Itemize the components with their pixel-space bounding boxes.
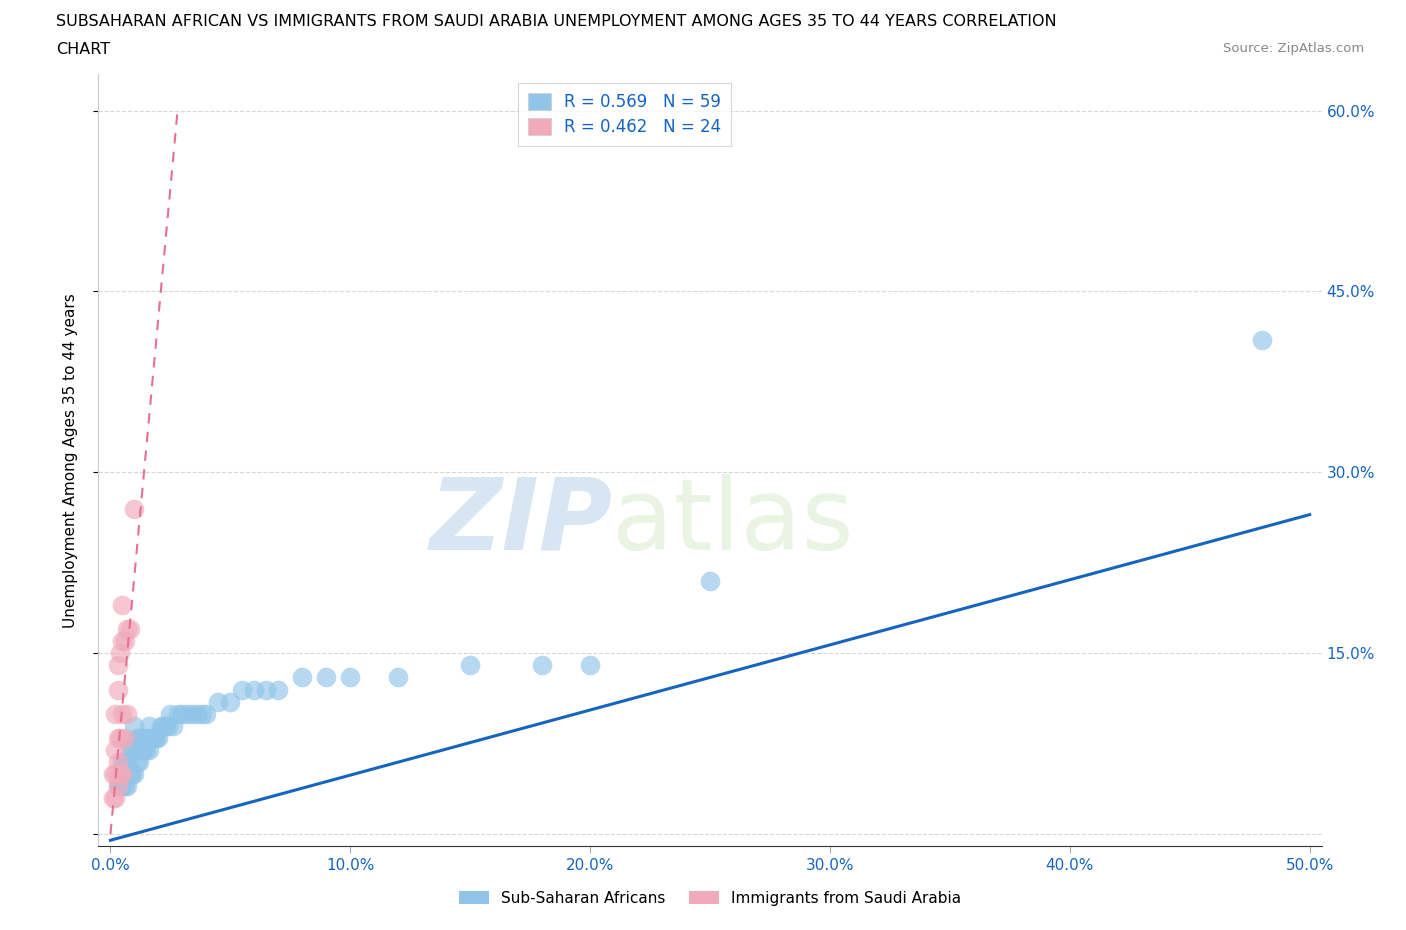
Point: [219, 694, 242, 709]
Point: [114, 778, 136, 793]
Point: [190, 706, 212, 721]
Point: [141, 730, 163, 745]
Point: [104, 766, 127, 781]
Point: [291, 670, 314, 684]
Point: [315, 670, 337, 684]
Point: [531, 658, 554, 672]
Point: [104, 742, 127, 757]
Point: [1250, 332, 1272, 347]
Y-axis label: Unemployment Among Ages 35 to 44 years: Unemployment Among Ages 35 to 44 years: [63, 293, 77, 628]
Text: atlas: atlas: [612, 473, 853, 571]
Point: [339, 670, 361, 684]
Point: [458, 658, 481, 672]
Point: [181, 706, 204, 721]
Point: [145, 730, 167, 745]
Point: [128, 730, 150, 745]
Point: [107, 730, 129, 745]
Point: [166, 706, 188, 721]
Point: [267, 682, 290, 697]
Point: [115, 622, 138, 637]
Point: [111, 766, 134, 781]
Point: [159, 706, 181, 721]
Point: [121, 742, 143, 757]
Point: [107, 778, 129, 793]
Point: [124, 501, 146, 516]
Point: [124, 718, 146, 733]
Point: [104, 706, 127, 721]
Point: [107, 778, 129, 793]
Point: [172, 706, 194, 721]
Legend: Sub-Saharan Africans, Immigrants from Saudi Arabia: Sub-Saharan Africans, Immigrants from Sa…: [453, 884, 967, 912]
Point: [152, 718, 174, 733]
Point: [101, 790, 124, 805]
Point: [231, 682, 253, 697]
Point: [155, 718, 177, 733]
Point: [114, 730, 136, 745]
Point: [115, 706, 138, 721]
Text: ZIP: ZIP: [429, 473, 612, 571]
Point: [107, 658, 129, 672]
Point: [148, 730, 170, 745]
Point: [101, 766, 124, 781]
Point: [111, 778, 134, 793]
Point: [108, 730, 131, 745]
Point: [111, 706, 134, 721]
Point: [138, 718, 160, 733]
Point: [107, 682, 129, 697]
Point: [138, 742, 160, 757]
Point: [387, 670, 409, 684]
Point: [121, 766, 143, 781]
Point: [104, 790, 127, 805]
Point: [124, 742, 146, 757]
Point: [254, 682, 277, 697]
Point: [114, 754, 136, 769]
Point: [124, 766, 146, 781]
Point: [128, 754, 150, 769]
Point: [115, 754, 138, 769]
Point: [118, 742, 141, 757]
Text: CHART: CHART: [56, 42, 110, 57]
Point: [135, 730, 157, 745]
Point: [118, 766, 141, 781]
Point: [132, 730, 155, 745]
Point: [111, 754, 134, 769]
Point: [115, 778, 138, 793]
Point: [186, 706, 208, 721]
Point: [699, 574, 721, 589]
Point: [107, 754, 129, 769]
Point: [162, 718, 184, 733]
Point: [176, 706, 198, 721]
Point: [111, 634, 134, 649]
Point: [108, 646, 131, 661]
Point: [149, 718, 172, 733]
Point: [118, 622, 141, 637]
Point: [108, 778, 131, 793]
Point: [114, 634, 136, 649]
Point: [195, 706, 218, 721]
Point: [125, 754, 148, 769]
Point: [131, 742, 153, 757]
Point: [243, 682, 266, 697]
Point: [207, 694, 229, 709]
Point: [579, 658, 602, 672]
Point: [131, 730, 153, 745]
Point: [108, 766, 131, 781]
Point: [125, 730, 148, 745]
Point: [142, 730, 165, 745]
Point: [132, 742, 155, 757]
Text: Source: ZipAtlas.com: Source: ZipAtlas.com: [1223, 42, 1364, 55]
Point: [156, 718, 179, 733]
Point: [135, 742, 157, 757]
Text: SUBSAHARAN AFRICAN VS IMMIGRANTS FROM SAUDI ARABIA UNEMPLOYMENT AMONG AGES 35 TO: SUBSAHARAN AFRICAN VS IMMIGRANTS FROM SA…: [56, 14, 1057, 29]
Point: [111, 598, 134, 613]
